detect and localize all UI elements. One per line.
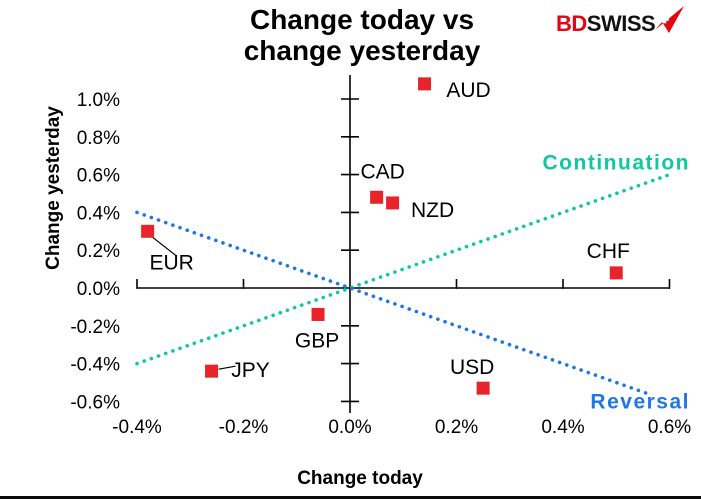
y-tick-label: 0.8% xyxy=(77,128,120,149)
y-tick-label: -0.2% xyxy=(70,317,120,338)
data-point-usd xyxy=(476,381,490,395)
ref-line-reversal xyxy=(135,210,651,396)
x-tick-label: 0.6% xyxy=(648,417,691,438)
data-point-label-cad: CAD xyxy=(360,160,404,183)
chart-title-line1: Change today vs xyxy=(249,4,475,35)
data-point-jpy xyxy=(205,364,219,378)
y-tick-label: -0.6% xyxy=(70,392,120,413)
data-point-eur xyxy=(141,224,155,238)
y-tick-label: -0.4% xyxy=(70,355,120,376)
bottom-border-bar xyxy=(0,496,701,499)
x-tick-label: 0.0% xyxy=(328,417,371,438)
data-point-label-aud: AUD xyxy=(446,79,490,102)
data-point-label-gbp: GBP xyxy=(295,329,339,352)
brand-logo[interactable]: BDSWISS xyxy=(556,6,686,37)
chart-title-line2: change yesterday xyxy=(243,35,481,66)
chart-title: Change today vs change yesterday xyxy=(162,4,562,66)
y-tick-label: 0.6% xyxy=(77,166,120,187)
leader-line-eur xyxy=(152,236,177,256)
data-point-label-nzd: NZD xyxy=(411,199,454,222)
data-point-label-eur: EUR xyxy=(149,251,193,274)
data-point-label-usd: USD xyxy=(450,356,494,379)
data-point-nzd xyxy=(386,196,400,210)
logo-arrow-icon xyxy=(655,6,685,33)
x-tick-label: -0.4% xyxy=(112,417,162,438)
x-tick-label: 0.2% xyxy=(435,417,478,438)
ref-line-continuation xyxy=(135,172,672,366)
brand-logo-bd: BD xyxy=(556,11,587,36)
y-tick-label: 1.0% xyxy=(77,90,120,111)
data-point-label-jpy: JPY xyxy=(231,359,270,382)
ref-line-label-continuation: Continuation xyxy=(543,151,690,174)
x-tick-label: -0.2% xyxy=(219,417,269,438)
brand-logo-swiss: SWISS xyxy=(586,11,656,36)
data-point-chf xyxy=(609,266,623,280)
y-tick-label: 0.2% xyxy=(77,241,120,262)
x-axis-title: Change today xyxy=(297,468,423,489)
data-point-label-chf: CHF xyxy=(587,240,630,263)
ref-line-label-reversal: Reversal xyxy=(590,390,690,413)
data-point-aud xyxy=(418,77,432,91)
data-point-cad xyxy=(370,190,384,204)
x-tick-label: 0.4% xyxy=(541,417,584,438)
leader-line-jpy xyxy=(218,365,236,370)
y-tick-label: 0.4% xyxy=(77,203,120,224)
y-tick-label: 0.0% xyxy=(77,279,120,300)
data-point-gbp xyxy=(311,307,325,321)
